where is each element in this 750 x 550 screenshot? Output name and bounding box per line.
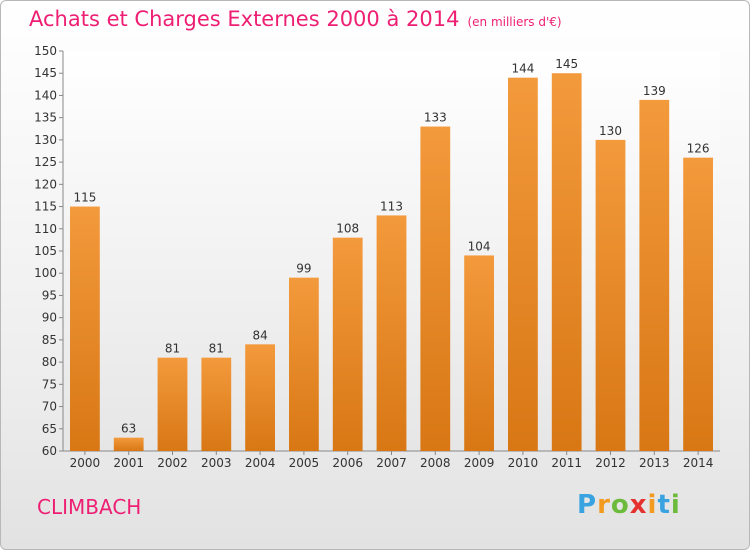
bar-2006 [332, 237, 363, 451]
x-tick-label-2003: 2003 [201, 456, 232, 470]
data-label-2011: 145 [555, 57, 578, 71]
data-label-2001: 63 [121, 422, 136, 436]
y-tick-label: 135 [34, 111, 57, 125]
bar-2001 [113, 437, 144, 451]
city-name: CLIMBACH [37, 495, 142, 519]
bar-2011 [551, 73, 582, 451]
x-tick-label-2010: 2010 [508, 456, 539, 470]
y-tick-label: 150 [34, 44, 57, 58]
data-label-2013: 139 [643, 84, 666, 98]
proxiti-logo: Proxiti [577, 490, 681, 520]
x-tick-label-2002: 2002 [157, 456, 188, 470]
data-label-2006: 108 [336, 222, 359, 236]
x-tick-label-2006: 2006 [332, 456, 363, 470]
data-label-2010: 144 [511, 62, 534, 76]
bar-2014 [683, 157, 713, 451]
y-tick-label: 115 [34, 200, 57, 214]
x-tick-label-2004: 2004 [245, 456, 276, 470]
bar-2010 [508, 77, 538, 452]
bar-2013 [639, 99, 670, 451]
x-tick-label-2014: 2014 [683, 456, 714, 470]
x-tick-label-2000: 2000 [70, 456, 101, 470]
y-tick-label: 125 [34, 155, 57, 169]
data-label-2003: 81 [209, 342, 224, 356]
y-tick-label: 120 [34, 177, 57, 191]
x-tick-label-2013: 2013 [639, 456, 670, 470]
bar-2009 [464, 255, 494, 451]
bar-2007 [376, 215, 407, 451]
data-label-2002: 81 [165, 342, 180, 356]
y-tick-label: 145 [34, 66, 57, 80]
x-tick-label-2012: 2012 [595, 456, 626, 470]
data-label-2007: 113 [380, 199, 403, 213]
chart-title-text: Achats et Charges Externes 2000 à 2014 [29, 7, 460, 31]
x-tick-label-2009: 2009 [464, 456, 495, 470]
y-tick-label: 95 [42, 288, 57, 302]
bar-2008 [420, 126, 451, 452]
x-tick-label-2008: 2008 [420, 456, 451, 470]
x-tick-label-2005: 2005 [289, 456, 320, 470]
y-tick-label: 110 [34, 222, 57, 236]
y-tick-label: 100 [34, 266, 57, 280]
data-label-2009: 104 [468, 239, 491, 253]
bar-2002 [157, 357, 188, 451]
bar-2012 [595, 139, 626, 451]
y-tick-label: 75 [42, 377, 57, 391]
y-tick-label: 60 [42, 444, 57, 458]
data-label-2004: 84 [252, 328, 267, 342]
data-label-2012: 130 [599, 124, 622, 138]
y-tick-label: 140 [34, 88, 57, 102]
y-tick-label: 80 [42, 355, 57, 369]
data-label-2014: 126 [687, 142, 710, 156]
x-tick-label-2011: 2011 [551, 456, 582, 470]
data-label-2000: 115 [73, 191, 96, 205]
x-tick-label-2007: 2007 [376, 456, 407, 470]
data-label-2008: 133 [424, 111, 447, 125]
chart-subtitle: (en milliers d'€) [467, 15, 562, 29]
bar-2003 [201, 357, 232, 451]
y-tick-label: 90 [42, 311, 57, 325]
y-tick-label: 105 [34, 244, 57, 258]
bar-2000 [70, 206, 100, 451]
y-tick-label: 70 [42, 400, 57, 414]
y-tick-label: 65 [42, 422, 57, 436]
x-tick-label-2001: 2001 [113, 456, 144, 470]
data-label-2005: 99 [296, 262, 311, 276]
chart-title: Achats et Charges Externes 2000 à 2014 (e… [29, 7, 562, 31]
bar-2005 [289, 277, 319, 451]
y-tick-label: 130 [34, 133, 57, 147]
bar-2004 [245, 344, 275, 451]
y-tick-label: 85 [42, 333, 57, 347]
